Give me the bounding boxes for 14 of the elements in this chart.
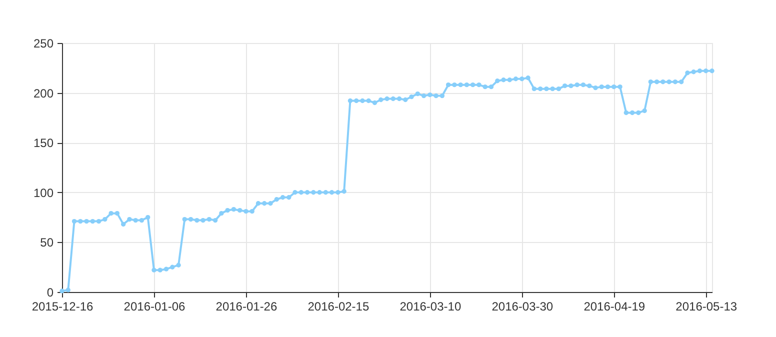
x-tick-label: 2015-12-16 (32, 300, 94, 314)
x-tick-label: 2016-04-19 (584, 300, 646, 314)
x-tick-label: 2016-03-10 (400, 300, 462, 314)
y-tick-label: 100 (33, 186, 54, 200)
x-tick-label: 2016-05-13 (676, 300, 738, 314)
y-tick-label: 0 (46, 286, 54, 300)
x-tick-label: 2016-01-26 (216, 300, 278, 314)
x-tick-label: 2016-01-06 (124, 300, 186, 314)
y-tick-label: 200 (33, 86, 54, 100)
x-tick-label: 2016-02-15 (308, 300, 370, 314)
x-tick-label: 2016-03-30 (492, 300, 554, 314)
y-tick-label: 250 (33, 36, 54, 50)
y-tick-label: 150 (33, 136, 54, 150)
y-tick-label: 50 (40, 236, 54, 250)
